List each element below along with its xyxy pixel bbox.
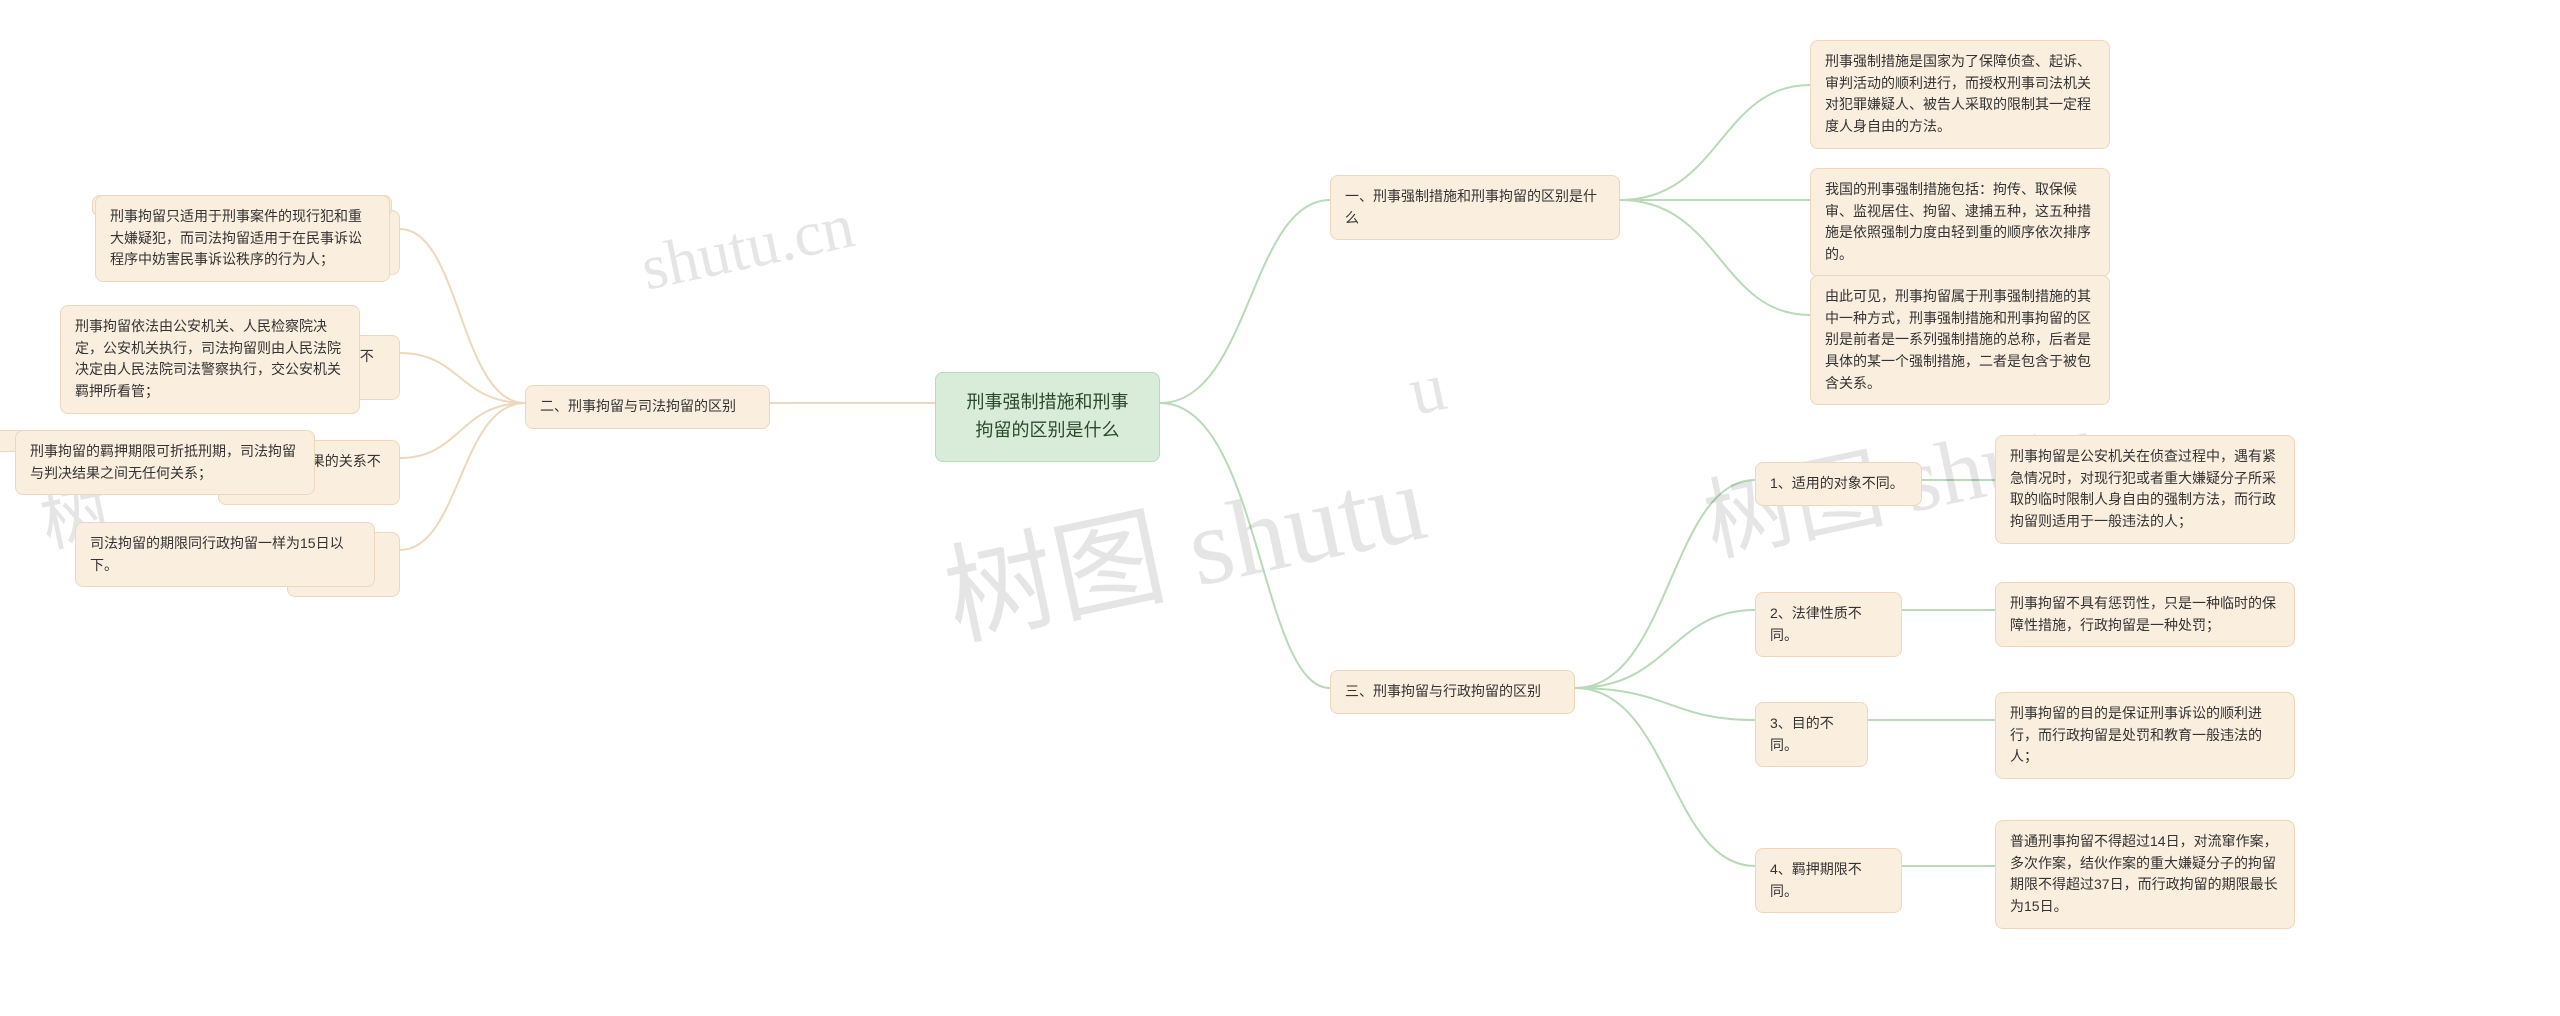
leaf-node: 刑事拘留的目的是保证刑事诉讼的顺利进行，而行政拘留是处罚和教育一般违法的人；: [1995, 692, 2295, 779]
leaf-text: 刑事拘留的目的是保证刑事诉讼的顺利进行，而行政拘留是处罚和教育一般违法的人；: [2010, 705, 2262, 764]
leaf-text: 我国的刑事强制措施包括：拘传、取保候审、监视居住、拘留、逮捕五种，这五种措施是依…: [1825, 181, 2091, 262]
leaf-text: 刑事拘留不具有惩罚性，只是一种临时的保障性措施，行政拘留是一种处罚；: [2010, 595, 2276, 633]
leaf-text: 刑事拘留是公安机关在侦查过程中，遇有紧急情况时，对现行犯或者重大嫌疑分子所采取的…: [2010, 448, 2276, 529]
leaf-node: 我国的刑事强制措施包括：拘传、取保候审、监视居住、拘留、逮捕五种，这五种措施是依…: [1810, 168, 2110, 277]
sub-node: 1、适用的对象不同。: [1755, 462, 1922, 506]
watermark: shutu.cn: [635, 188, 861, 305]
leaf-text: 由此可见，刑事拘留属于刑事强制措施的其中一种方式，刑事强制措施和刑事拘留的区别是…: [1825, 288, 2091, 391]
leaf-node: 刑事拘留不具有惩罚性，只是一种临时的保障性措施，行政拘留是一种处罚；: [1995, 582, 2295, 647]
leaf-node: 由此可见，刑事拘留属于刑事强制措施的其中一种方式，刑事强制措施和刑事拘留的区别是…: [1810, 275, 2110, 405]
leaf-node: 普通刑事拘留不得超过14日，对流窜作案，多次作案，结伙作案的重大嫌疑分子的拘留期…: [1995, 820, 2295, 929]
leaf-node: 刑事拘留的羁押期限可折抵刑期，司法拘留与判决结果之间无任何关系；: [15, 430, 315, 495]
leaf-text: 刑事拘留只适用于刑事案件的现行犯和重大嫌疑犯，而司法拘留适用于在民事诉讼程序中妨…: [110, 208, 362, 267]
leaf-node: 刑事拘留只适用于刑事案件的现行犯和重大嫌疑犯，而司法拘留适用于在民事诉讼程序中妨…: [95, 195, 390, 282]
branch-label: 一、刑事强制措施和刑事拘留的区别是什么: [1345, 188, 1597, 226]
watermark: u: [1402, 347, 1453, 433]
leaf-node: 刑事强制措施是国家为了保障侦查、起诉、审判活动的顺利进行，而授权刑事司法机关对犯…: [1810, 40, 2110, 149]
branch-node: 二、刑事拘留与司法拘留的区别: [525, 385, 770, 429]
leaf-text: 刑事拘留依法由公安机关、人民检察院决定，公安机关执行，司法拘留则由人民法院决定由…: [75, 318, 341, 399]
sub-label: 4、羁押期限不同。: [1770, 861, 1862, 899]
sub-label: 2、法律性质不同。: [1770, 605, 1862, 643]
sub-node: 3、目的不同。: [1755, 702, 1868, 767]
root-node: 刑事强制措施和刑事拘留的区别是什么: [935, 372, 1160, 462]
sub-node: 4、羁押期限不同。: [1755, 848, 1902, 913]
sub-label: 3、目的不同。: [1770, 715, 1834, 753]
sub-node: 2、法律性质不同。: [1755, 592, 1902, 657]
sub-label: 1、适用的对象不同。: [1770, 475, 1904, 491]
leaf-text: 普通刑事拘留不得超过14日，对流窜作案，多次作案，结伙作案的重大嫌疑分子的拘留期…: [2010, 833, 2278, 914]
root-label: 刑事强制措施和刑事拘留的区别是什么: [967, 392, 1129, 440]
leaf-node: 刑事拘留依法由公安机关、人民检察院决定，公安机关执行，司法拘留则由人民法院决定由…: [60, 305, 360, 414]
branch-node: 一、刑事强制措施和刑事拘留的区别是什么: [1330, 175, 1620, 240]
branch-node: 三、刑事拘留与行政拘留的区别: [1330, 670, 1575, 714]
branch-label: 三、刑事拘留与行政拘留的区别: [1345, 683, 1541, 699]
leaf-text: 司法拘留的期限同行政拘留一样为15日以下。: [90, 535, 344, 573]
branch-label: 二、刑事拘留与司法拘留的区别: [540, 398, 736, 414]
leaf-text: 刑事强制措施是国家为了保障侦查、起诉、审判活动的顺利进行，而授权刑事司法机关对犯…: [1825, 53, 2091, 134]
leaf-text: 刑事拘留的羁押期限可折抵刑期，司法拘留与判决结果之间无任何关系；: [30, 443, 296, 481]
leaf-node: 刑事拘留是公安机关在侦查过程中，遇有紧急情况时，对现行犯或者重大嫌疑分子所采取的…: [1995, 435, 2295, 544]
leaf-node: 司法拘留的期限同行政拘留一样为15日以下。: [75, 522, 375, 587]
